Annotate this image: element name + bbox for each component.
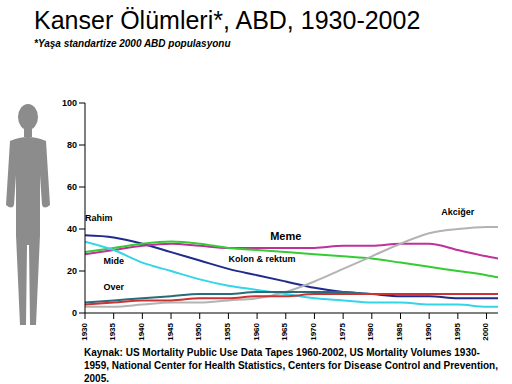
svg-text:Rahim: Rahim: [85, 213, 113, 223]
svg-text:80: 80: [67, 140, 77, 150]
svg-text:1940: 1940: [137, 322, 146, 340]
svg-text:100: 100: [62, 98, 77, 108]
svg-text:60: 60: [67, 182, 77, 192]
html-text:Kaynak: US Mortality Public Us: Kaynak: US Mortality Public Use Data Tap…: [84, 347, 498, 384]
svg-text:2000: 2000: [481, 322, 490, 340]
svg-text:1930: 1930: [80, 322, 89, 340]
svg-text:1975: 1975: [338, 322, 347, 340]
svg-text:1955: 1955: [223, 322, 232, 340]
html-text:*Yaşa standartize 2000 ABD pop: *Yaşa standartize 2000 ABD populasyonu: [34, 38, 231, 49]
svg-text:Over: Over: [103, 282, 124, 292]
svg-text:Mide: Mide: [103, 256, 124, 266]
svg-text:Meme: Meme: [270, 230, 301, 242]
svg-text:1935: 1935: [108, 322, 117, 340]
svg-text:20: 20: [67, 266, 77, 276]
svg-text:1985: 1985: [395, 322, 404, 340]
svg-text:1965: 1965: [280, 322, 289, 340]
svg-text:1970: 1970: [309, 322, 318, 340]
svg-text:1945: 1945: [166, 322, 175, 340]
svg-text:1980: 1980: [366, 322, 375, 340]
svg-text:0: 0: [72, 308, 77, 318]
svg-text:Akciğer: Akciğer: [441, 207, 475, 217]
svg-text:1950: 1950: [194, 322, 203, 340]
svg-text:Kolon & rektum: Kolon & rektum: [228, 254, 295, 264]
svg-text:40: 40: [67, 224, 77, 234]
svg-text:1990: 1990: [424, 322, 433, 340]
svg-text:1995: 1995: [453, 322, 462, 340]
html-text:Kanser Ölümleri*, ABD, 1930-20: Kanser Ölümleri*, ABD, 1930-2002: [34, 6, 421, 34]
svg-text:1960: 1960: [252, 322, 261, 340]
